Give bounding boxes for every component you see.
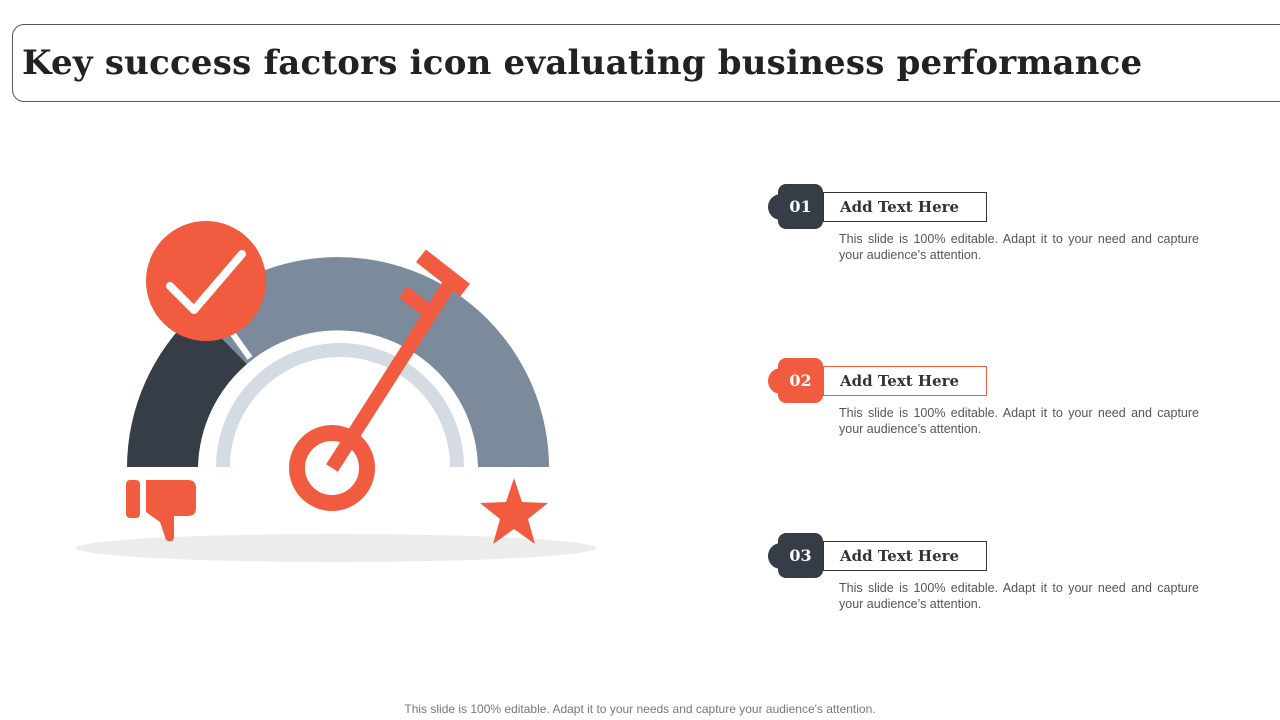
star-icon <box>480 478 548 544</box>
item-description: This slide is 100% editable. Adapt it to… <box>839 232 1199 262</box>
item-description: This slide is 100% editable. Adapt it to… <box>839 581 1199 611</box>
gauge-icon <box>127 312 247 467</box>
page-title: Key success factors icon evaluating busi… <box>22 43 1143 83</box>
gauge-inner-arc <box>216 343 464 467</box>
list-item-03: 03 Add Text Here This slide is 100% edit… <box>768 533 1208 623</box>
footer-note: This slide is 100% editable. Adapt it to… <box>404 702 876 716</box>
item-description: This slide is 100% editable. Adapt it to… <box>839 406 1199 436</box>
check-connector <box>227 328 253 360</box>
check-icon <box>146 221 266 341</box>
floor-shadow <box>76 534 596 562</box>
thumbs-down-icon <box>126 480 196 542</box>
title-banner: Key success factors icon evaluating busi… <box>12 24 1280 102</box>
item-label: Add Text Here <box>823 366 987 396</box>
list-item-02: 02 Add Text Here This slide is 100% edit… <box>768 358 1208 448</box>
item-label: Add Text Here <box>823 541 987 571</box>
number-badge: 01 <box>778 184 823 229</box>
number-badge: 03 <box>778 533 823 578</box>
list-item-01: 01 Add Text Here This slide is 100% edit… <box>768 184 1208 274</box>
number-badge: 02 <box>778 358 823 403</box>
key-icon <box>289 249 470 511</box>
gauge-arc-gray <box>196 257 549 467</box>
item-label: Add Text Here <box>823 192 987 222</box>
success-gauge-illustration <box>76 221 596 562</box>
